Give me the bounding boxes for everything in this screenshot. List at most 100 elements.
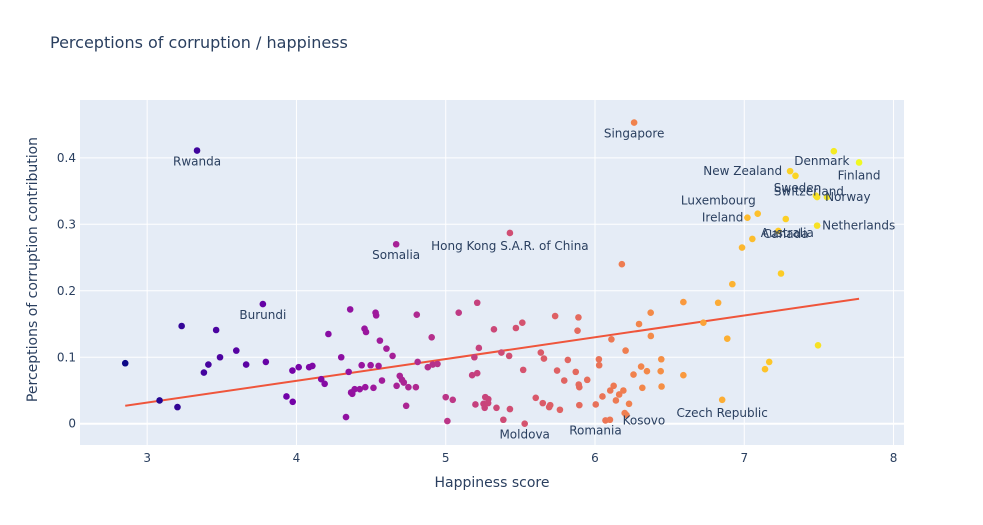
data-point xyxy=(506,229,514,237)
x-tick-label: 6 xyxy=(591,451,599,465)
data-point xyxy=(346,306,354,313)
data-point xyxy=(434,360,441,368)
data-point xyxy=(455,309,463,317)
data-point xyxy=(473,299,481,307)
y-axis-ticks: 0 0.1 0.2 0.3 0.4 xyxy=(57,151,76,431)
data-point xyxy=(532,394,540,402)
data-point xyxy=(493,404,500,412)
point-label: Czech Republic xyxy=(676,406,767,420)
data-point xyxy=(442,393,450,401)
x-tick-label: 4 xyxy=(293,451,301,465)
point-label: Norway xyxy=(825,190,871,204)
data-point xyxy=(361,383,369,391)
data-point xyxy=(356,385,364,393)
point-label: Denmark xyxy=(794,154,849,168)
data-point xyxy=(351,385,358,393)
data-point xyxy=(765,358,773,366)
x-tick-label: 8 xyxy=(890,451,898,465)
data-point xyxy=(551,312,559,320)
data-point xyxy=(156,397,163,404)
data-point xyxy=(367,361,374,369)
data-point xyxy=(370,384,377,392)
data-point xyxy=(658,383,665,390)
x-tick-label: 3 xyxy=(143,451,151,465)
data-point xyxy=(481,404,488,412)
data-point xyxy=(786,167,794,175)
trendline-group xyxy=(125,297,860,407)
data-point xyxy=(814,341,822,349)
point-label: Ireland xyxy=(702,211,744,225)
data-point xyxy=(389,352,396,360)
data-point xyxy=(615,391,623,398)
data-point xyxy=(521,420,528,428)
point-label: Rwanda xyxy=(173,155,221,169)
data-point xyxy=(375,362,382,370)
data-point xyxy=(193,147,201,154)
data-point xyxy=(402,402,410,410)
data-point xyxy=(372,312,380,319)
data-point xyxy=(754,210,762,217)
point-label: Burundi xyxy=(239,308,286,322)
data-point xyxy=(345,368,352,376)
data-point xyxy=(537,349,545,356)
data-point xyxy=(212,326,220,334)
data-point xyxy=(413,311,421,319)
data-point xyxy=(744,214,751,221)
point-label: Finland xyxy=(838,168,881,182)
data-point xyxy=(749,235,756,243)
data-point xyxy=(242,361,250,368)
data-point xyxy=(472,401,479,408)
data-point xyxy=(855,159,863,166)
data-point xyxy=(729,280,736,288)
data-point xyxy=(680,298,687,306)
data-point xyxy=(635,320,643,328)
point-label: Canada xyxy=(763,227,809,241)
data-point xyxy=(553,367,561,374)
y-tick-label: 0.3 xyxy=(57,217,76,231)
data-point xyxy=(500,416,507,424)
data-point xyxy=(393,382,400,390)
data-point xyxy=(383,345,390,352)
point-label: Sweden xyxy=(774,181,821,195)
data-point xyxy=(295,363,302,371)
data-point xyxy=(813,222,821,229)
data-point xyxy=(647,309,654,317)
data-point xyxy=(376,337,384,344)
point-label: Moldova xyxy=(499,428,549,442)
y-tick-label: 0 xyxy=(68,417,76,431)
data-point xyxy=(362,328,370,336)
data-point xyxy=(200,369,208,376)
x-tick-label: 5 xyxy=(442,451,450,465)
data-point xyxy=(519,366,527,374)
data-point xyxy=(576,401,583,409)
data-point xyxy=(259,300,267,308)
data-points xyxy=(121,119,863,428)
data-point xyxy=(782,215,790,223)
data-point xyxy=(618,260,626,268)
data-point xyxy=(444,417,451,425)
point-label: Kosovo xyxy=(623,414,666,428)
data-point xyxy=(358,361,365,369)
data-point xyxy=(792,172,799,180)
data-point xyxy=(647,332,655,340)
data-point xyxy=(738,244,746,251)
data-point xyxy=(608,336,615,343)
data-point xyxy=(630,119,638,126)
data-point xyxy=(723,335,731,342)
data-point xyxy=(606,416,614,424)
point-label: Netherlands xyxy=(822,219,895,233)
data-point xyxy=(392,240,400,248)
data-point xyxy=(405,383,412,391)
data-point xyxy=(174,403,181,411)
data-point xyxy=(574,327,581,334)
data-point xyxy=(595,355,603,363)
data-point xyxy=(378,377,386,384)
y-tick-label: 0.1 xyxy=(57,350,76,364)
point-label: New Zealand xyxy=(703,164,782,178)
chart-title: Perceptions of corruption / happiness xyxy=(50,33,348,52)
point-label: Switzerland xyxy=(774,185,844,199)
data-point xyxy=(556,406,564,414)
data-point xyxy=(519,319,526,326)
